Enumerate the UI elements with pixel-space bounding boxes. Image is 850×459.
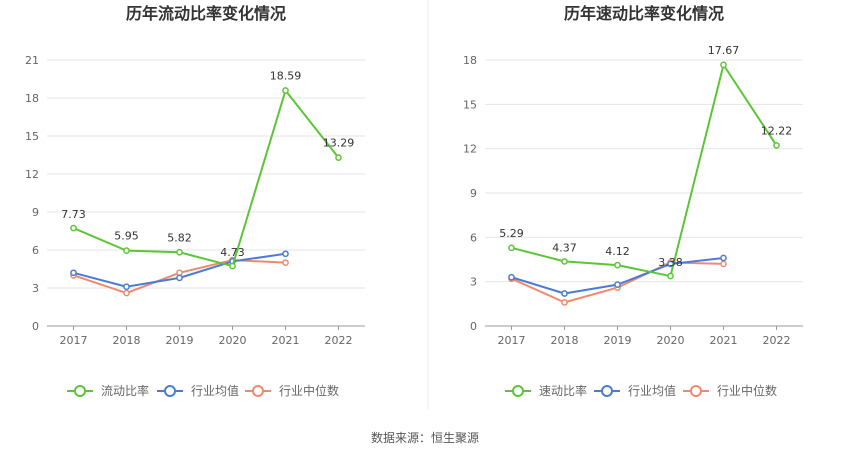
series-line-main [511, 63, 778, 278]
data-point[interactable] [720, 61, 727, 69]
data-label: 3.38 [658, 256, 683, 269]
x-tick-label: 2021 [272, 334, 300, 347]
chart-title: 历年流动比率变化情况 [126, 4, 286, 23]
source-note: 数据来源：恒生聚源 [371, 430, 479, 445]
series-line-main [73, 89, 340, 268]
data-point[interactable] [282, 259, 289, 267]
data-point[interactable] [561, 299, 568, 306]
data-label: 5.95 [114, 230, 139, 243]
data-label: 4.37 [552, 241, 577, 254]
x-tick-label: 2021 [710, 334, 738, 347]
data-point[interactable] [123, 283, 130, 291]
x-tick-label: 2017 [60, 334, 88, 347]
legend-item[interactable]: 行业中位数 [683, 383, 777, 398]
x-tick-label: 2022 [325, 334, 353, 347]
y-tick-label: 9 [470, 187, 477, 200]
y-tick-label: 18 [463, 54, 477, 67]
legend-label: 行业均值 [191, 383, 239, 398]
data-label: 5.29 [499, 227, 524, 240]
legend-item[interactable]: 行业均值 [594, 383, 676, 398]
data-point[interactable] [176, 274, 183, 282]
y-tick-label: 0 [470, 320, 477, 333]
legend-item[interactable]: 行业中位数 [245, 383, 339, 398]
y-tick-label: 6 [32, 244, 39, 257]
legend-item[interactable]: 流动比率 [67, 383, 149, 398]
legend-marker [74, 385, 86, 397]
legend-item[interactable]: 行业均值 [157, 383, 239, 398]
y-tick-label: 18 [25, 92, 39, 105]
data-point[interactable] [667, 272, 674, 280]
legend-label: 速动比率 [539, 383, 587, 398]
x-tick-label: 2017 [498, 334, 526, 347]
data-point[interactable] [335, 154, 342, 162]
data-label: 17.67 [708, 44, 740, 57]
data-label: 12.22 [761, 124, 793, 137]
legend-marker [252, 385, 264, 397]
data-label: 4.73 [220, 246, 245, 259]
data-label: 5.82 [167, 231, 192, 244]
data-point[interactable] [229, 262, 236, 270]
data-point[interactable] [508, 273, 515, 281]
legend-marker [164, 385, 176, 397]
y-tick-label: 3 [470, 276, 477, 289]
y-tick-label: 6 [470, 231, 477, 244]
y-tick-label: 12 [463, 143, 477, 156]
data-point[interactable] [561, 290, 568, 297]
data-point[interactable] [70, 269, 77, 277]
data-point[interactable] [508, 244, 515, 252]
y-tick-label: 0 [32, 320, 39, 333]
x-tick-label: 2020 [657, 334, 685, 347]
data-point[interactable] [614, 281, 621, 288]
data-point[interactable] [561, 258, 568, 265]
quick-ratio-chart: 历年速动比率变化情况 0 3 6 9 12 15 18 2017 2018 2019 2020 202… [463, 4, 803, 398]
y-tick-label: 15 [463, 98, 477, 111]
data-point[interactable] [282, 87, 289, 94]
y-tick-label: 12 [25, 168, 39, 181]
current-ratio-chart: 历年流动比率变化情况 0 3 6 9 12 15 18 21 2017 2018 2019 2020 2… [25, 4, 365, 398]
data-label: 13.29 [323, 137, 355, 150]
legend-item[interactable]: 速动比率 [505, 383, 587, 398]
data-point[interactable] [282, 250, 289, 258]
legend-marker [512, 385, 524, 397]
x-tick-label: 2018 [551, 334, 579, 347]
legend-label: 行业中位数 [279, 383, 339, 398]
legend-label: 行业中位数 [717, 383, 777, 398]
data-label: 7.73 [61, 208, 86, 221]
data-point[interactable] [773, 142, 780, 149]
x-tick-label: 2019 [166, 334, 194, 347]
data-point[interactable] [70, 224, 77, 232]
y-tick-label: 15 [25, 130, 39, 143]
x-tick-label: 2019 [604, 334, 632, 347]
chart-title: 历年速动比率变化情况 [564, 4, 724, 23]
y-tick-label: 21 [25, 54, 39, 67]
legend-label: 行业均值 [628, 383, 676, 398]
data-point[interactable] [123, 247, 130, 254]
data-point[interactable] [720, 260, 727, 268]
y-tick-label: 3 [32, 282, 39, 295]
data-label: 18.59 [270, 70, 302, 83]
legend-marker [690, 385, 702, 397]
data-point[interactable] [176, 248, 183, 256]
data-point[interactable] [720, 254, 727, 262]
x-tick-label: 2018 [113, 334, 141, 347]
y-tick-label: 9 [32, 206, 39, 219]
legend-marker [601, 385, 613, 397]
data-label: 4.12 [605, 245, 630, 258]
legend-label: 流动比率 [101, 383, 149, 398]
x-tick-label: 2022 [763, 334, 791, 347]
x-tick-label: 2020 [219, 334, 247, 347]
data-point[interactable] [123, 289, 130, 297]
data-point[interactable] [614, 261, 621, 269]
